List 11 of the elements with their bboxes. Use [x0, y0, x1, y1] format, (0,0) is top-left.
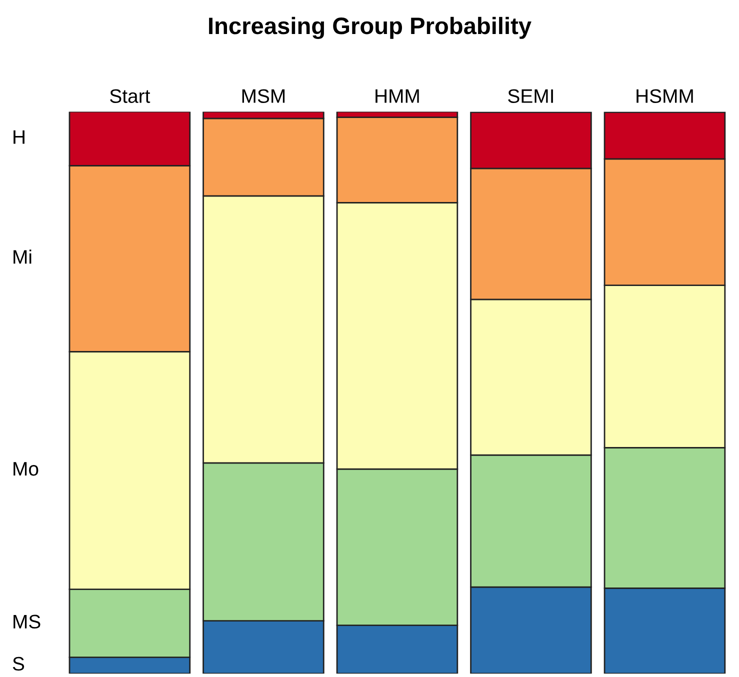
- text: S: [12, 656, 24, 671]
- x-tick-label: HMM: [376, 89, 419, 103]
- series-label: Mi: [14, 250, 32, 264]
- series-label: Mo: [14, 462, 38, 476]
- x-tick-label: Start: [110, 89, 150, 103]
- x-tick-label: MSM: [242, 89, 285, 103]
- series-label: MS: [14, 614, 40, 629]
- x-tick-label: SEMI: [508, 89, 553, 103]
- text: H: [14, 130, 24, 144]
- chart-title: Increasing Group Probability: [209, 16, 532, 40]
- x-tick-label: HSMM: [636, 89, 693, 103]
